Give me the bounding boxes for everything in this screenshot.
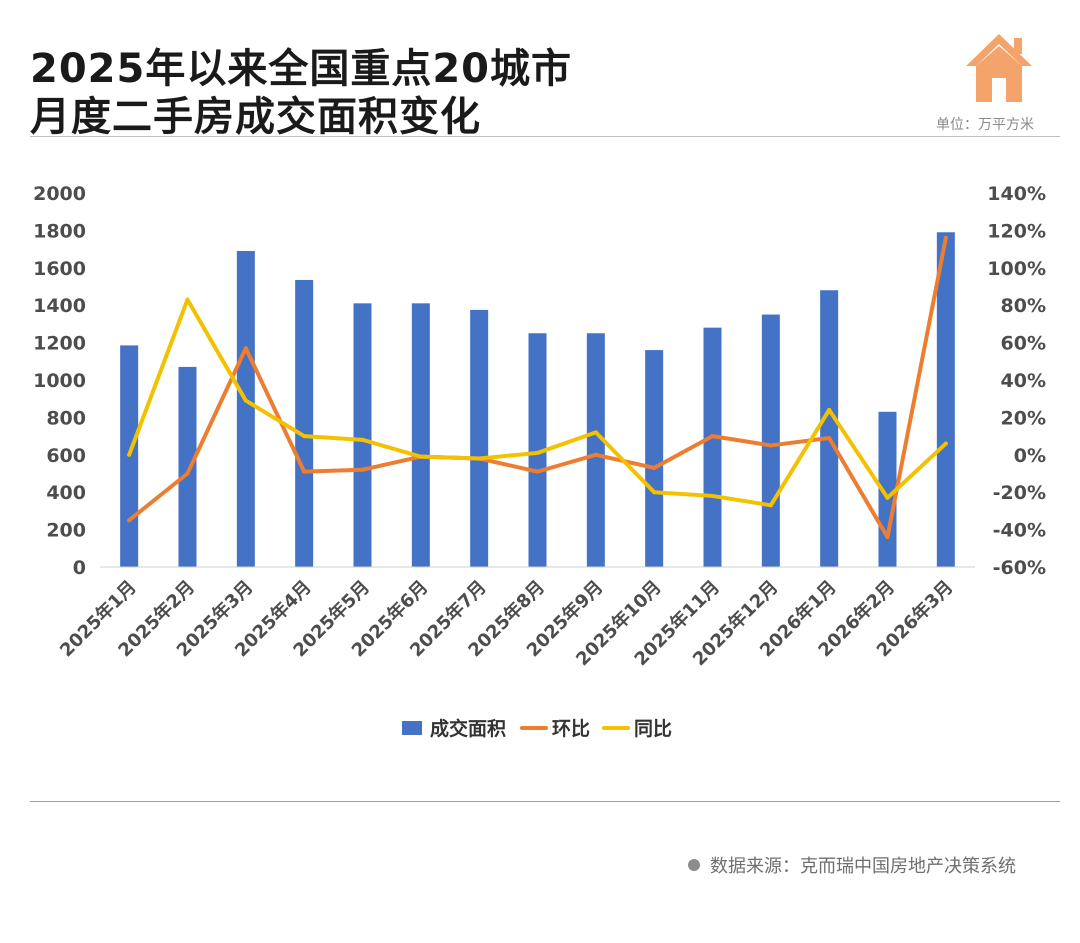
ring-point-8 [535, 469, 540, 474]
y-left-tick: 2000 [33, 183, 86, 205]
y-right-tick: 100% [987, 258, 1046, 280]
ring-point-4 [302, 469, 307, 474]
y-left-tick: 600 [46, 445, 86, 467]
y-right-tick: -40% [993, 520, 1046, 542]
yoy-point-6 [418, 454, 423, 459]
footer-divider [30, 801, 1060, 802]
yoy-point-8 [535, 450, 540, 455]
bar-10 [645, 350, 664, 567]
ring-point-1 [127, 518, 132, 523]
y-left-tick: 1800 [33, 220, 86, 242]
y-right-tick: 20% [1001, 407, 1046, 429]
source-note: 数据来源：克而瑞中国房地产决策系统 [688, 852, 1016, 878]
y-right-tick: 60% [1001, 333, 1046, 355]
yoy-point-9 [593, 430, 598, 435]
bar-5 [353, 303, 372, 567]
legend-swatch-bar [402, 721, 422, 735]
yoy-point-15 [943, 441, 948, 446]
ring-point-13 [827, 435, 832, 440]
ring-point-11 [710, 434, 715, 439]
yoy-point-7 [477, 456, 482, 461]
y-right-tick: 140% [987, 183, 1046, 205]
chart: 0 200 400 600 800 1000 1200 1400 1600 1800 2000 -6… [33, 183, 1046, 740]
legend-label: 同比 [634, 718, 672, 740]
bar-2 [178, 366, 197, 567]
yoy-point-3 [243, 398, 248, 403]
ring-point-10 [652, 465, 657, 470]
bar-11 [703, 327, 722, 567]
y-left-tick: 1600 [33, 258, 86, 280]
y-left-tick: 1000 [33, 370, 86, 392]
ring-point-3 [243, 346, 248, 351]
y-right-tick: 80% [1001, 295, 1046, 317]
ring-point-2 [185, 471, 190, 476]
bullet-icon [688, 859, 700, 871]
bar-13 [820, 290, 839, 567]
y-right-tick: -20% [993, 482, 1046, 504]
y-left-tick: 400 [46, 482, 86, 504]
yoy-point-2 [185, 297, 190, 302]
bar-12 [761, 314, 780, 567]
ring-point-14 [885, 535, 890, 540]
y-left-tick: 0 [73, 557, 86, 579]
bar-15 [936, 232, 955, 567]
y-left-tick: 1200 [33, 333, 86, 355]
yoy-point-14 [885, 495, 890, 500]
y-right-tick: 40% [1001, 370, 1046, 392]
y-right-tick: 120% [987, 220, 1046, 242]
header-divider [30, 136, 1060, 137]
bar-8 [528, 333, 547, 567]
y-right-tick: 0% [1014, 445, 1046, 467]
legend-label: 成交面积 [430, 717, 506, 740]
yoy-point-13 [827, 407, 832, 412]
y-left-tick: 800 [46, 407, 86, 429]
ring-point-12 [768, 443, 773, 448]
y-right-tick: -60% [993, 557, 1046, 579]
yoy-point-12 [768, 503, 773, 508]
ring-point-15 [943, 235, 948, 240]
title-line-1: 2025年以来全国重点20城市 [30, 46, 572, 92]
yoy-point-4 [302, 434, 307, 439]
yoy-point-5 [360, 437, 365, 442]
bar-6 [411, 303, 430, 567]
bar-4 [295, 279, 314, 567]
ring-point-5 [360, 467, 365, 472]
bar-9 [586, 333, 605, 567]
unit-label: 单位：万平方米 [936, 117, 1034, 133]
ring-point-9 [593, 452, 598, 457]
yoy-point-11 [710, 493, 715, 498]
bar-7 [470, 309, 489, 567]
title-line-2: 月度二手房成交面积变化 [30, 94, 481, 140]
y-left-tick: 1400 [33, 295, 86, 317]
house-icon [966, 34, 1032, 102]
yoy-point-10 [652, 490, 657, 495]
y-left-tick: 200 [46, 520, 86, 542]
source-text: 数据来源：克而瑞中国房地产决策系统 [710, 856, 1016, 877]
legend-label: 环比 [552, 718, 590, 740]
bar-3 [236, 250, 255, 567]
yoy-point-1 [127, 452, 132, 457]
